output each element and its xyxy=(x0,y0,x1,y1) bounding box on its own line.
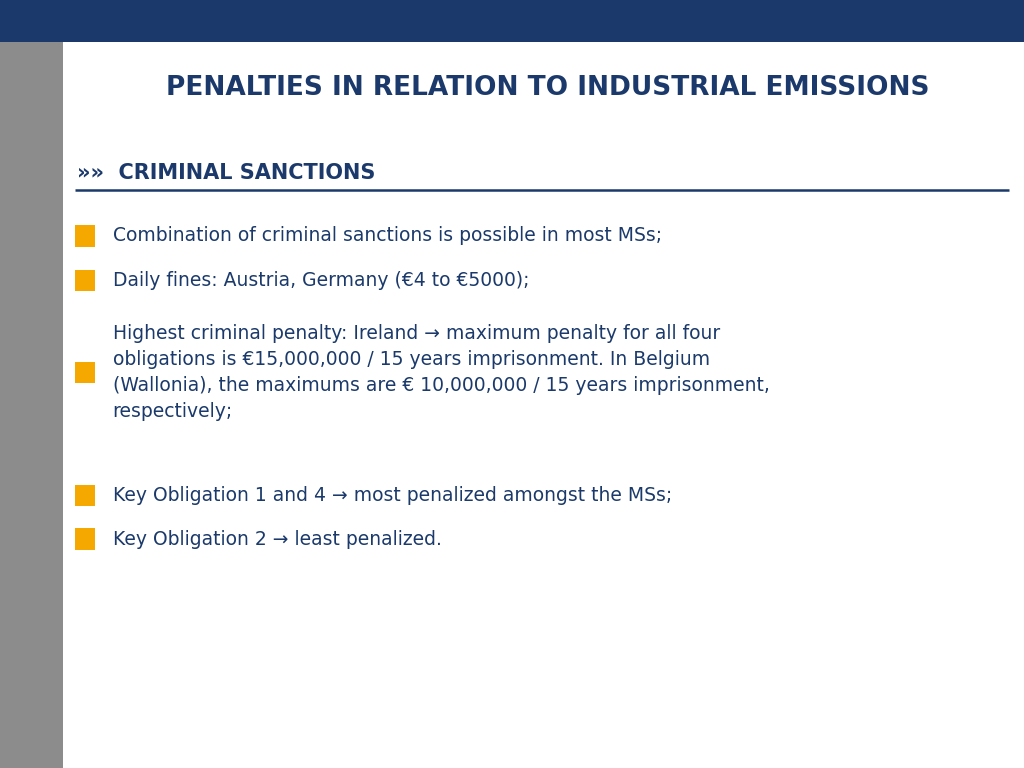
Text: PENALTIES IN RELATION TO INDUSTRIAL EMISSIONS: PENALTIES IN RELATION TO INDUSTRIAL EMIS… xyxy=(166,75,930,101)
Bar xyxy=(75,270,95,291)
Bar xyxy=(75,225,95,247)
Bar xyxy=(75,528,95,550)
Text: Key Obligation 1 and 4 → most penalized amongst the MSs;: Key Obligation 1 and 4 → most penalized … xyxy=(113,486,672,505)
Bar xyxy=(0,0,1024,42)
Bar xyxy=(75,485,95,506)
Text: Highest criminal penalty: Ireland → maximum penalty for all four
obligations is : Highest criminal penalty: Ireland → maxi… xyxy=(113,324,769,421)
Text: Daily fines: Austria, Germany (€4 to €5000);: Daily fines: Austria, Germany (€4 to €50… xyxy=(113,271,529,290)
Text: »»  CRIMINAL SANCTIONS: »» CRIMINAL SANCTIONS xyxy=(77,163,375,183)
Bar xyxy=(0,42,63,768)
Text: Key Obligation 2 → least penalized.: Key Obligation 2 → least penalized. xyxy=(113,530,441,548)
Bar xyxy=(75,362,95,383)
Text: Combination of criminal sanctions is possible in most MSs;: Combination of criminal sanctions is pos… xyxy=(113,227,662,245)
